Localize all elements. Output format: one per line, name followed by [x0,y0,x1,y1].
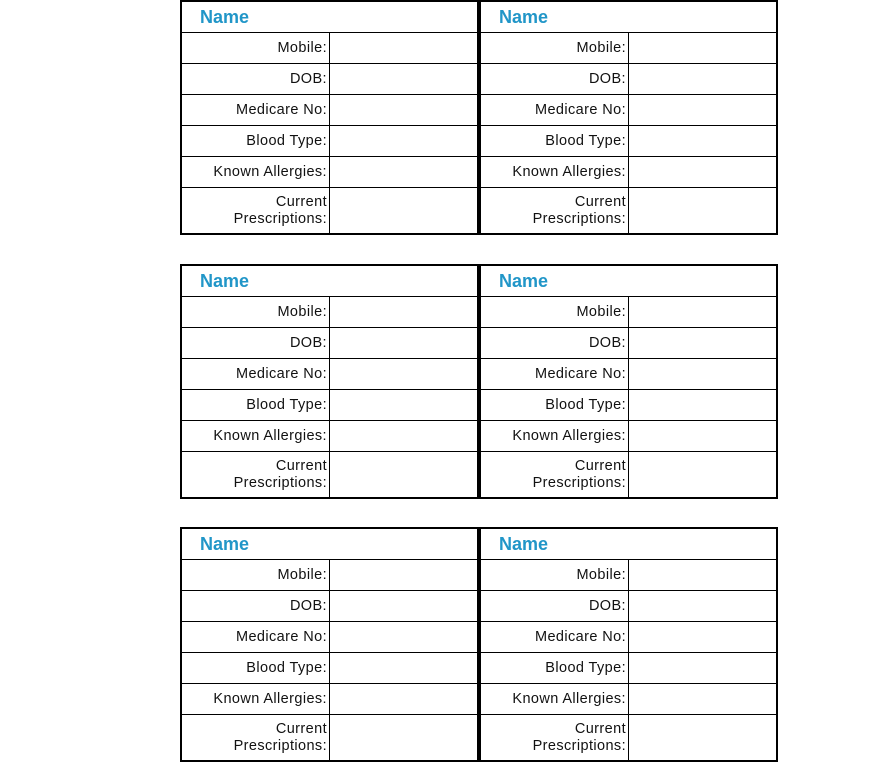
field-value-cell[interactable] [329,683,477,715]
field-label: Current Prescriptions: [481,714,629,760]
field-label: Current Prescriptions: [481,187,629,233]
medical-card: Name Mobile: DOB: Medicare No: Blood Type: Kn… [180,527,479,762]
field-label: Medicare No: [182,94,330,126]
field-value-cell[interactable] [329,63,477,95]
field-value-cell[interactable] [628,156,776,188]
field-label: Known Allergies: [182,683,330,715]
field-label: Mobile: [481,559,629,591]
field-label: Mobile: [182,32,330,64]
field-label: Mobile: [481,32,629,64]
field-label: DOB: [481,590,629,622]
field-value-cell[interactable] [329,327,477,359]
name-heading[interactable]: Name [182,2,477,33]
field-value-cell[interactable] [628,451,776,497]
field-value-cell[interactable] [628,187,776,233]
field-value-cell[interactable] [329,358,477,390]
field-value-cell[interactable] [329,187,477,233]
field-label: Blood Type: [481,389,629,421]
field-label: DOB: [182,327,330,359]
field-label: Known Allergies: [481,683,629,715]
field-value-cell[interactable] [628,714,776,760]
field-value-cell[interactable] [329,420,477,452]
field-value-cell[interactable] [628,590,776,622]
name-heading[interactable]: Name [481,529,776,560]
name-heading[interactable]: Name [481,2,776,33]
field-value-cell[interactable] [329,559,477,591]
medical-card: Name Mobile: DOB: Medicare No: Blood Type: Kn… [479,527,778,762]
name-heading[interactable]: Name [481,266,776,297]
field-value-cell[interactable] [329,590,477,622]
field-value-cell[interactable] [628,94,776,126]
field-label: Blood Type: [182,389,330,421]
field-value-cell[interactable] [329,621,477,653]
field-value-cell[interactable] [628,420,776,452]
field-label: Medicare No: [182,358,330,390]
field-value-cell[interactable] [329,156,477,188]
medical-card: Name Mobile: DOB: Medicare No: Blood Type: Kn… [180,264,479,499]
field-value-cell[interactable] [329,652,477,684]
field-label: DOB: [182,63,330,95]
field-label: Current Prescriptions: [182,187,330,233]
field-label: Medicare No: [481,358,629,390]
field-value-cell[interactable] [628,652,776,684]
field-value-cell[interactable] [628,63,776,95]
name-heading[interactable]: Name [182,529,477,560]
field-value-cell[interactable] [628,389,776,421]
medical-card: Name Mobile: DOB: Medicare No: Blood Type: Kn… [479,0,778,235]
field-label: Known Allergies: [481,156,629,188]
field-value-cell[interactable] [329,296,477,328]
field-value-cell[interactable] [329,714,477,760]
field-label: Blood Type: [481,652,629,684]
name-heading[interactable]: Name [182,266,477,297]
field-label: Mobile: [182,296,330,328]
field-value-cell[interactable] [329,389,477,421]
field-value-cell[interactable] [329,94,477,126]
field-label: Medicare No: [182,621,330,653]
field-value-cell[interactable] [329,125,477,157]
field-label: DOB: [481,63,629,95]
field-label: Mobile: [182,559,330,591]
field-label: Medicare No: [481,94,629,126]
field-value-cell[interactable] [628,559,776,591]
field-label: Known Allergies: [481,420,629,452]
field-label: Blood Type: [182,125,330,157]
field-value-cell[interactable] [628,358,776,390]
field-value-cell[interactable] [628,125,776,157]
field-label: Known Allergies: [182,156,330,188]
field-label: DOB: [481,327,629,359]
field-value-cell[interactable] [628,327,776,359]
field-label: Current Prescriptions: [481,451,629,497]
field-value-cell[interactable] [628,296,776,328]
field-label: Mobile: [481,296,629,328]
field-label: Current Prescriptions: [182,451,330,497]
field-label: Blood Type: [481,125,629,157]
field-label: Blood Type: [182,652,330,684]
field-label: Known Allergies: [182,420,330,452]
medical-card: Name Mobile: DOB: Medicare No: Blood Type: Kn… [180,0,479,235]
field-label: Medicare No: [481,621,629,653]
field-value-cell[interactable] [628,621,776,653]
field-value-cell[interactable] [628,683,776,715]
medical-card: Name Mobile: DOB: Medicare No: Blood Type: Kn… [479,264,778,499]
field-value-cell[interactable] [628,32,776,64]
field-value-cell[interactable] [329,32,477,64]
field-label: Current Prescriptions: [182,714,330,760]
field-label: DOB: [182,590,330,622]
field-value-cell[interactable] [329,451,477,497]
